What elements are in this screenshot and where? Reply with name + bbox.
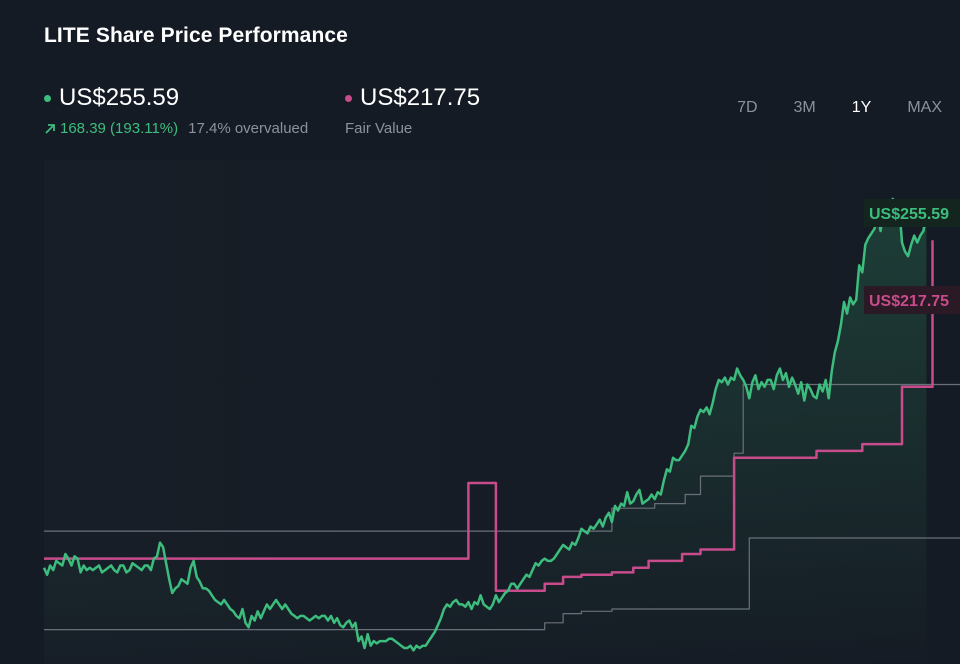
range-3m-button[interactable]: 3M [793, 99, 816, 116]
price-change: 168.39 (193.11%) [44, 120, 178, 137]
current-price: US$255.59 [59, 84, 180, 111]
range-7d-button[interactable]: 7D [737, 99, 758, 116]
price-area [44, 198, 927, 664]
range-low-line [44, 537, 960, 631]
valuation-label: 17.4% overvalued [188, 120, 309, 137]
price-tag-bg [864, 198, 960, 227]
fair-value-price: US$217.75 [360, 84, 481, 111]
arrow-up-right-icon [45, 123, 55, 134]
price-line [42, 197, 928, 652]
fair-value-tag-text: US$217.75 [869, 293, 949, 310]
time-range-selector: 7D 3M 1Y MAX [701, 99, 942, 117]
price-tag-text: US$255.59 [869, 206, 949, 223]
fair-value-tag-bg [864, 286, 960, 315]
fair-value-tag: US$217.75 [864, 286, 960, 315]
price-tag: US$255.59 [864, 198, 960, 227]
fair-value-caption: Fair Value [345, 120, 413, 137]
price-metric: US$255.59 168.39 (193.11%) 17.4% overval… [44, 84, 308, 137]
price-change-value: 168.39 (193.11%) [60, 120, 179, 137]
range-1y-button[interactable]: 1Y [851, 99, 872, 116]
chart-title: LITE Share Price Performance [44, 24, 348, 47]
range-max-button[interactable]: MAX [907, 99, 942, 116]
fair-value-dot-icon [345, 94, 352, 102]
price-dot-icon [44, 94, 51, 102]
fair-value-metric: US$217.75 Fair Value [345, 84, 480, 137]
fair-value-line [44, 240, 934, 592]
